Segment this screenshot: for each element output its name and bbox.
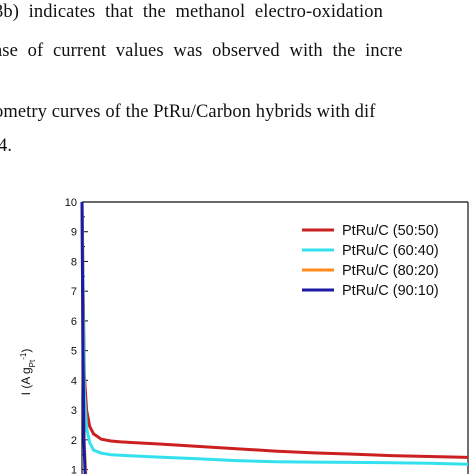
paper-text-line-4: 4. (0, 136, 13, 156)
series-lines (80, 201, 469, 474)
y-tick-label: 5 (71, 346, 77, 358)
y-tick-label: 3 (71, 405, 77, 417)
legend-label: PtRu/C (50:50) (342, 223, 439, 239)
series-line (80, 201, 469, 466)
series-line (80, 201, 87, 474)
paper-text-line-1: 3b) indicates that the methanol electro-… (0, 2, 383, 22)
y-tick-label: 4 (71, 375, 77, 387)
y-tick-label: 2 (71, 435, 77, 447)
y-tick-label: 7 (71, 286, 77, 298)
y-tick-label: 1 (71, 465, 77, 474)
legend-label: PtRu/C (60:40) (342, 243, 439, 259)
y-tick-label: 9 (71, 227, 77, 239)
paper-text-line-2: ase of current values was observed with … (0, 41, 403, 61)
legend-label: PtRu/C (90:10) (342, 283, 439, 299)
paper-text-line-3: ometry curves of the PtRu/Carbon hybrids… (0, 102, 376, 122)
y-axis-label: I (A gPt-1) (19, 349, 37, 396)
y-tick-label: 6 (71, 316, 77, 328)
legend-label: PtRu/C (80:20) (342, 263, 439, 279)
y-tick-label: 8 (71, 256, 77, 268)
y-tick-label: 10 (65, 197, 77, 209)
legend: PtRu/C (50:50) PtRu/C (60:40) PtRu/C (80:2… (302, 223, 439, 299)
series-line (80, 201, 469, 459)
